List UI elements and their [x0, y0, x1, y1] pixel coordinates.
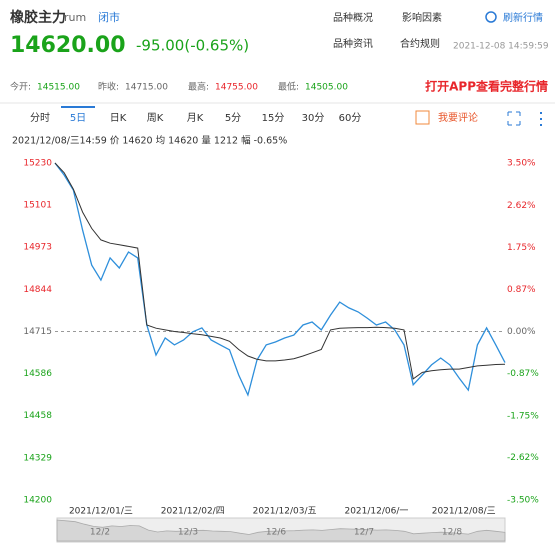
tab[interactable]: 月K	[187, 112, 204, 124]
stat-value: 14515.00	[37, 83, 80, 93]
market-status: 闭市	[98, 10, 120, 24]
y2-tick-label: 2.62%	[507, 201, 536, 211]
instrument-code: rum	[64, 11, 86, 24]
stat-label: 昨收:	[98, 81, 119, 93]
y-tick-label: 14586	[23, 369, 52, 379]
tab[interactable]: 5分	[225, 112, 241, 124]
y-tick-label: 15230	[23, 159, 52, 169]
navigator-label: 12/6	[266, 528, 286, 538]
y-tick-label: 14715	[23, 327, 52, 337]
link[interactable]: 品种资讯	[333, 37, 373, 50]
navigator-label: 12/8	[442, 528, 462, 538]
y-tick-label: 14973	[23, 243, 52, 253]
tab[interactable]: 30分	[302, 112, 325, 124]
x-tick-label: 2021/12/08/三	[432, 507, 496, 517]
stat-value: 14755.00	[215, 83, 258, 93]
x-tick-label: 2021/12/06/一	[344, 507, 408, 517]
tab[interactable]: 日K	[110, 113, 127, 124]
y2-tick-label: -2.62%	[507, 453, 539, 463]
y2-tick-label: 3.50%	[507, 159, 536, 169]
comment-icon[interactable]	[415, 110, 430, 125]
link[interactable]: 合约规则	[400, 37, 440, 50]
x-tick-label: 2021/12/03/五	[253, 507, 317, 517]
y2-tick-label: 1.75%	[507, 243, 536, 253]
y-tick-label: 14458	[23, 411, 52, 421]
tab[interactable]: 周K	[147, 112, 164, 124]
y-tick-label: 14200	[23, 496, 52, 506]
y2-tick-label: -3.50%	[507, 496, 539, 506]
average-line	[54, 162, 506, 380]
refresh-icon[interactable]	[485, 11, 497, 23]
navigator-label: 12/3	[178, 528, 198, 538]
link[interactable]: 影响因素	[402, 11, 442, 24]
price-change: -95.00(-0.65%)	[136, 37, 249, 55]
y-tick-label: 14329	[23, 453, 52, 463]
stat-value: 14715.00	[125, 83, 168, 93]
stat-label: 今开:	[10, 81, 31, 93]
y2-tick-label: -1.75%	[507, 411, 539, 421]
last-price: 14620.00	[10, 33, 126, 58]
tab[interactable]: 分时	[30, 112, 50, 124]
stat-label: 最高:	[188, 81, 209, 93]
stat-label: 最低:	[278, 81, 299, 93]
stat-value: 14505.00	[305, 83, 348, 93]
tab[interactable]: 60分	[339, 112, 362, 124]
y2-tick-label: 0.00%	[507, 327, 536, 337]
refresh-link[interactable]: 刷新行情	[503, 11, 543, 24]
link[interactable]: 品种概况	[333, 11, 373, 24]
tab[interactable]: 15分	[262, 112, 285, 124]
y2-tick-label: 0.87%	[507, 285, 536, 295]
x-tick-label: 2021/12/02/四	[161, 507, 225, 517]
tab[interactable]: 5日	[70, 113, 86, 124]
app-link[interactable]: 打开APP查看完整行情	[425, 79, 548, 94]
fullscreen-icon[interactable]	[507, 111, 521, 126]
quote-time: 2021-12-08 14:59:59	[453, 42, 549, 52]
comment-button[interactable]: 我要评论	[438, 111, 478, 124]
navigator-label: 12/2	[90, 528, 110, 538]
y2-tick-label: -0.87%	[507, 369, 539, 379]
navigator-label: 12/7	[354, 528, 374, 538]
y-tick-label: 15101	[23, 201, 52, 211]
x-tick-label: 2021/12/01/三	[69, 507, 133, 517]
y-tick-label: 14844	[23, 285, 52, 295]
navigator-area	[56, 519, 506, 542]
crosshair-info: 2021/12/08/三14:59 价 14620 均 14620 量 1212…	[12, 135, 287, 147]
instrument-name: 橡胶主力	[10, 9, 66, 26]
price-line	[54, 162, 506, 397]
